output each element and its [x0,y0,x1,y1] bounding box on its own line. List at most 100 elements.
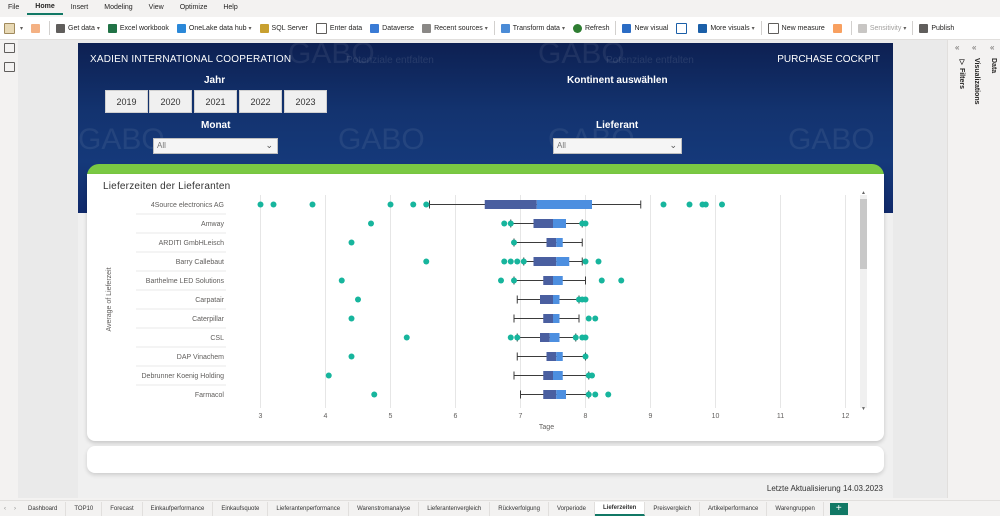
collapse-filters-icon[interactable]: « [955,43,960,52]
enter-data-button[interactable]: Enter data [312,17,366,39]
page-tab[interactable]: Warenstromanalyse [349,501,420,516]
month-dropdown[interactable]: All ⌄ [153,138,278,154]
report-view-icon[interactable] [4,43,15,53]
menu-view[interactable]: View [148,4,164,11]
table-view-icon[interactable] [4,62,15,72]
refresh-button[interactable]: Refresh [569,17,614,39]
year-button-2019[interactable]: 2019 [105,90,148,113]
add-page-button[interactable]: + [829,502,848,515]
menu-modeling[interactable]: Modeling [104,4,133,11]
y-tick-label: 4Source electronics AG [151,202,224,209]
page-tab[interactable]: Einkaufperformance [143,501,214,516]
ribbon-divider [760,21,762,35]
dataverse-icon [370,23,380,33]
x-tick-label: 5 [389,413,393,420]
more-visuals-button[interactable]: More visuals ▾ [694,17,758,39]
x-tick-label: 7 [519,413,523,420]
box-lower-quartile [533,257,557,266]
outlier-point [589,372,595,379]
collapse-visualizations-icon[interactable]: « [972,43,977,52]
text-box-button[interactable] [672,17,694,39]
onelake-button[interactable]: OneLake data hub ▾ [173,17,256,39]
outlier-point [403,334,410,341]
supplier-dropdown-value: All [557,141,566,150]
outlier-point [501,258,508,265]
watermark: GABO [338,123,425,156]
next-page-icon[interactable]: › [14,505,16,512]
y-tick-label: Farmacol [195,392,225,399]
year-button-2020[interactable]: 2020 [149,90,192,113]
quick-measure-button[interactable] [829,17,849,39]
month-slicer-title: Monat [201,120,231,131]
scroll-down-icon: ▼ [861,406,866,412]
publish-button[interactable]: Publish [915,17,958,39]
watermark: GABO [788,123,875,156]
page-tab[interactable]: Warengruppen [767,501,824,516]
page-tab[interactable]: TOP10 [66,501,103,516]
page-tab[interactable]: Rückverfolgung [490,501,549,516]
sql-server-button[interactable]: SQL Server [256,17,312,39]
x-axis-title: Tage [539,424,554,431]
box-upper-quartile [553,371,563,380]
last-update-text: Letzte Aktualisierung 14.03.2023 [766,484,883,493]
chevron-down-icon: ▾ [484,25,488,32]
recent-sources-button[interactable]: Recent sources ▾ [418,17,492,39]
side-panes: « « « ▽ Filters Visualizations Data [947,40,1000,498]
get-data-label: Get data [68,24,95,32]
excel-workbook-button[interactable]: Excel workbook [104,17,173,39]
outlier-point [348,353,355,360]
page-tab[interactable]: Preisvergleich [645,501,701,516]
collapse-data-icon[interactable]: « [990,43,995,52]
outlier-point [507,334,514,341]
company-name: XADIEN INTERNATIONAL COOPERATION [90,54,292,65]
data-pane-tab[interactable]: Data [990,58,997,74]
new-measure-button[interactable]: New measure [764,17,829,39]
dataverse-button[interactable]: Dataverse [366,17,418,39]
format-painter-button[interactable] [27,17,47,39]
paste-button[interactable]: ▾ [0,17,27,39]
year-button-2021[interactable]: 2021 [194,90,237,113]
box-upper-quartile [556,238,563,247]
page-tab[interactable]: Dashboard [20,501,67,516]
menu-file[interactable]: File [8,4,20,11]
page-tab[interactable]: Vorperiode [549,501,595,516]
continent-slicer-title: Kontinent auswählen [567,75,668,86]
outlier-point [598,277,605,284]
menu-home[interactable]: Home [27,0,63,15]
menu-bar: File Home Insert Modeling View Optimize … [0,0,1000,15]
new-visual-button[interactable]: New visual [618,17,672,39]
year-button-2023[interactable]: 2023 [284,90,327,113]
outlier-point [348,315,355,322]
page-tab[interactable]: Lieferzeiten [594,501,646,516]
y-tick-label: Caterpillar [192,316,225,323]
get-data-button[interactable]: Get data ▾ [52,17,104,39]
sensitivity-button[interactable]: Sensitivity ▾ [854,17,911,39]
box-plot-chart[interactable]: 3 4 5 6 7 8 9 10 11 12 4Source electronics AG Amway… [87,174,884,441]
page-tab[interactable]: Lieferantenperformance [268,501,350,516]
ribbon-divider [615,21,617,35]
page-tab[interactable]: Lieferantenvergleich [419,501,491,516]
year-button-2022[interactable]: 2022 [239,90,282,113]
outlier-point [507,220,514,227]
recent-sources-label: Recent sources [434,24,483,32]
visualizations-pane-tab[interactable]: Visualizations [973,58,980,105]
menu-insert[interactable]: Insert [70,4,89,11]
view-switcher [0,40,18,498]
page-tab[interactable]: Artikelperformance [700,501,768,516]
page-tab[interactable]: Einkaufsquote [213,501,269,516]
menu-help[interactable]: Help [223,4,238,11]
filters-pane-tab[interactable]: ▽ Filters [957,58,965,89]
menu-optimize[interactable]: Optimize [179,4,208,11]
prev-page-icon[interactable]: ‹ [4,505,6,512]
scrollbar-thumb[interactable] [860,199,867,269]
transform-data-button[interactable]: Transform data ▾ [497,17,569,39]
page-tab[interactable]: Forecast [102,501,143,516]
box-upper-quartile [536,200,592,209]
box-lower-quartile [546,238,557,247]
box-upper-quartile [553,314,560,323]
supplier-dropdown[interactable]: All ⌄ [553,138,682,154]
outlier-point [511,277,517,284]
x-tick-label: 12 [842,413,850,420]
outlier-point [325,372,332,379]
report-page: GABO GABO GABO GABO GABO GABO Potenziale… [78,43,893,498]
